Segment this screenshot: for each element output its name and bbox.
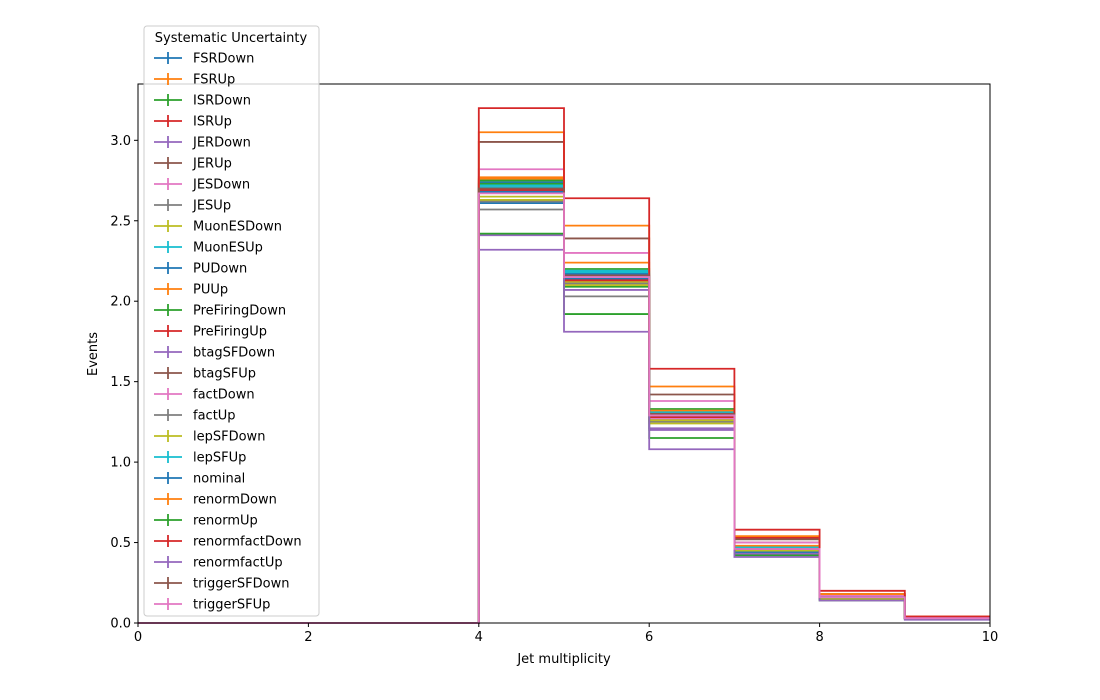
legend-entry: JESUp	[154, 199, 231, 214]
legend-label: JERDown	[192, 136, 251, 151]
legend-label: FSRUp	[193, 73, 235, 88]
legend-label: renormUp	[193, 514, 258, 529]
legend-label: MuonESUp	[193, 241, 263, 256]
legend-entry: MuonESDown	[154, 220, 282, 235]
legend-label: ISRDown	[193, 94, 251, 109]
x-axis: 0 2 4 6 8 10	[134, 623, 998, 645]
x-tick-label: 0	[134, 630, 142, 645]
legend: Systematic Uncertainty FSRDown FSRUp ISRDo…	[143, 25, 320, 617]
legend-entry: btagSFUp	[154, 367, 256, 382]
legend-label: PreFiringUp	[193, 325, 267, 340]
legend-entry: FSRDown	[154, 52, 254, 67]
legend-label: factUp	[193, 409, 236, 424]
legend-label: JERUp	[192, 157, 232, 172]
legend-entry: triggerSFDown	[154, 577, 289, 592]
legend-label: ISRUp	[193, 115, 232, 130]
y-tick-label: 0.5	[110, 536, 131, 551]
x-tick-label: 2	[304, 630, 312, 645]
legend-entry: ISRDown	[154, 94, 251, 109]
legend-label: PUUp	[193, 283, 228, 298]
legend-label: renormfactUp	[193, 556, 283, 571]
y-tick-label: 3.0	[110, 134, 131, 149]
legend-entry: lepSFDown	[154, 430, 265, 445]
legend-entry: nominal	[154, 472, 245, 487]
legend-entries: FSRDown FSRUp ISRDown ISRUp JERDown JERUp JESD…	[154, 52, 302, 613]
legend-entry: PUDown	[154, 262, 247, 277]
legend-label: triggerSFDown	[193, 577, 289, 592]
legend-entry: MuonESUp	[154, 241, 263, 256]
y-tick-label: 1.0	[110, 456, 131, 471]
legend-entry: JERUp	[154, 157, 232, 172]
legend-label: JESDown	[192, 178, 250, 193]
legend-entry: btagSFDown	[154, 346, 275, 361]
legend-label: lepSFUp	[193, 451, 246, 466]
legend-entry: renormDown	[154, 493, 277, 508]
legend-entry: PUUp	[154, 283, 228, 298]
x-tick-label: 8	[815, 630, 823, 645]
legend-entry: ISRUp	[154, 115, 232, 130]
legend-label: triggerSFUp	[193, 598, 270, 613]
x-axis-label: Jet multiplicity	[516, 652, 611, 667]
y-tick-label: 2.5	[110, 214, 131, 229]
y-tick-label: 1.5	[110, 375, 131, 390]
legend-title: Systematic Uncertainty	[155, 31, 308, 46]
legend-label: lepSFDown	[193, 430, 265, 445]
legend-entry: renormfactUp	[154, 556, 283, 571]
legend-entry: renormUp	[154, 514, 258, 529]
legend-label: FSRDown	[193, 52, 254, 67]
legend-label: nominal	[193, 472, 245, 487]
legend-entry: FSRUp	[154, 73, 235, 88]
legend-entry: renormfactDown	[154, 535, 302, 550]
legend-entry: JERDown	[154, 136, 251, 151]
legend-label: renormDown	[193, 493, 277, 508]
y-axis-label: Events	[86, 332, 101, 376]
legend-entry: PreFiringDown	[154, 304, 286, 319]
legend-label: renormfactDown	[193, 535, 302, 550]
legend-entry: PreFiringUp	[154, 325, 267, 340]
legend-label: btagSFUp	[193, 367, 256, 382]
y-tick-label: 2.0	[110, 295, 131, 310]
legend-entry: triggerSFUp	[154, 598, 270, 613]
plot-frame	[137, 83, 991, 624]
x-tick-label: 6	[645, 630, 653, 645]
y-axis: 0.0 0.5 1.0 1.5 2.0 2.5 3.0	[110, 134, 138, 632]
legend-entry: factDown	[154, 388, 255, 403]
legend-label: MuonESDown	[193, 220, 282, 235]
legend-entry: factUp	[154, 409, 236, 424]
legend-label: PreFiringDown	[193, 304, 286, 319]
legend-entry: lepSFUp	[154, 451, 246, 466]
legend-label: btagSFDown	[193, 346, 275, 361]
x-tick-label: 10	[982, 630, 999, 645]
legend-box	[143, 25, 320, 617]
x-tick-label: 4	[475, 630, 483, 645]
y-tick-label: 0.0	[110, 617, 131, 632]
legend-label: PUDown	[193, 262, 247, 277]
legend-label: factDown	[193, 388, 255, 403]
legend-entry: JESDown	[154, 178, 250, 193]
legend-label: JESUp	[192, 199, 231, 214]
